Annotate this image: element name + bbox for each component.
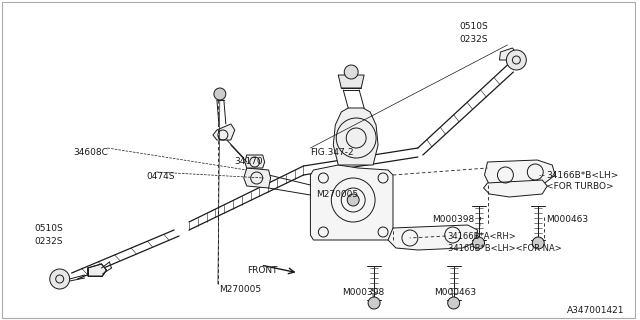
Text: M000398: M000398	[342, 288, 385, 297]
Polygon shape	[310, 165, 393, 240]
Circle shape	[368, 297, 380, 309]
Circle shape	[448, 297, 460, 309]
Circle shape	[214, 88, 226, 100]
Circle shape	[532, 237, 544, 249]
Text: M000463: M000463	[546, 215, 588, 224]
Polygon shape	[388, 225, 477, 250]
Circle shape	[348, 194, 359, 206]
Text: FRONT: FRONT	[247, 266, 277, 275]
Text: M000463: M000463	[434, 288, 476, 297]
Text: 0232S: 0232S	[35, 237, 63, 246]
Polygon shape	[484, 160, 555, 188]
Text: 0510S: 0510S	[460, 22, 488, 31]
Text: M000398: M000398	[432, 215, 474, 224]
Polygon shape	[244, 168, 271, 188]
Text: <FOR TURBO>: <FOR TURBO>	[546, 182, 614, 191]
Text: 0510S: 0510S	[35, 224, 63, 233]
Polygon shape	[244, 155, 265, 168]
Polygon shape	[339, 75, 364, 88]
Text: 0232S: 0232S	[460, 35, 488, 44]
Text: 0474S: 0474S	[147, 172, 175, 181]
Text: M270005: M270005	[316, 190, 358, 199]
Circle shape	[472, 237, 484, 249]
Text: 34608C: 34608C	[74, 148, 109, 157]
Text: A347001421: A347001421	[567, 306, 625, 315]
Text: 34166B*A<RH>: 34166B*A<RH>	[448, 232, 516, 241]
Circle shape	[506, 50, 526, 70]
Text: FIG.347-2: FIG.347-2	[310, 148, 354, 157]
Text: 34170: 34170	[234, 157, 262, 166]
Circle shape	[50, 269, 70, 289]
Polygon shape	[499, 48, 517, 60]
Polygon shape	[213, 124, 235, 140]
Circle shape	[344, 65, 358, 79]
Polygon shape	[88, 264, 106, 276]
Polygon shape	[484, 180, 547, 197]
Text: 34166B*B<LH>: 34166B*B<LH>	[546, 171, 619, 180]
Text: M270005: M270005	[219, 285, 261, 294]
Text: 34166B*B<LH><FOR NA>: 34166B*B<LH><FOR NA>	[448, 244, 561, 253]
Polygon shape	[333, 108, 378, 165]
